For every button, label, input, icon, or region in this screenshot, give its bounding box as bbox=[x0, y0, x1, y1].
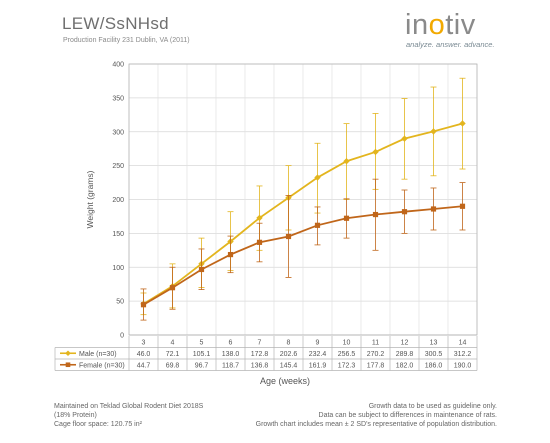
table-value: 312.2 bbox=[454, 351, 472, 358]
series-line-male bbox=[143, 122, 463, 305]
table-value: 172.8 bbox=[251, 351, 269, 358]
logo-wordmark-accent: o bbox=[428, 9, 446, 41]
table-value: 44.7 bbox=[137, 362, 151, 369]
data-point-male bbox=[401, 135, 408, 142]
data-point-male bbox=[459, 120, 466, 127]
distribution-note: Growth chart includes mean ± 2 SD's repr… bbox=[255, 421, 497, 428]
y-tick-label: 250 bbox=[112, 163, 124, 170]
y-tick-label: 300 bbox=[112, 129, 124, 136]
data-point-female bbox=[140, 302, 147, 308]
footer-left: Maintained on Teklad Global Rodent Diet … bbox=[54, 402, 203, 429]
table-value: 256.5 bbox=[338, 351, 356, 358]
table-value: 300.5 bbox=[425, 351, 443, 358]
legend-label: Female (n=30) bbox=[79, 362, 125, 369]
table-value: 145.4 bbox=[280, 362, 298, 369]
table-value: 270.2 bbox=[367, 351, 385, 358]
y-tick-label: 0 bbox=[120, 333, 124, 340]
table-value: 136.8 bbox=[251, 362, 269, 369]
data-point-female bbox=[198, 266, 205, 273]
maintenance-note: Data can be subject to differences in ma… bbox=[318, 412, 497, 419]
page-subtitle: Production Facility 231 Dublin, VA (2011… bbox=[63, 37, 190, 44]
legend-marker-diamond bbox=[65, 350, 71, 357]
inotiv-logo: inotiv analyze. answer. advance. bbox=[405, 10, 525, 52]
table-value: 72.1 bbox=[166, 351, 180, 358]
y-tick-label: 50 bbox=[116, 299, 124, 306]
x-tick-label: 5 bbox=[200, 340, 204, 347]
data-point-female bbox=[256, 239, 263, 245]
x-tick-label: 9 bbox=[316, 340, 320, 347]
data-point-male bbox=[372, 148, 379, 156]
x-tick-label: 6 bbox=[229, 340, 233, 347]
series-line-female bbox=[143, 205, 463, 306]
table-value: 138.0 bbox=[222, 351, 240, 358]
data-point-female bbox=[430, 206, 437, 212]
table-value: 289.8 bbox=[396, 351, 414, 358]
x-tick-label: 8 bbox=[287, 340, 291, 347]
table-value: 232.4 bbox=[309, 351, 327, 358]
data-point-female bbox=[227, 251, 234, 258]
guideline-note: Growth data to be used as guideline only… bbox=[368, 403, 497, 410]
x-axis-label: Age (weeks) bbox=[260, 376, 311, 386]
table-value: 96.7 bbox=[195, 362, 209, 369]
page-title: LEW/SsNHsd bbox=[62, 14, 169, 33]
y-axis-label: Weight (grams) bbox=[85, 170, 95, 228]
data-point-male bbox=[430, 128, 437, 135]
data-point-male bbox=[314, 174, 321, 181]
x-tick-label: 7 bbox=[258, 340, 262, 347]
table-value: 182.0 bbox=[396, 362, 414, 369]
x-tick-label: 10 bbox=[343, 340, 351, 347]
data-point-male bbox=[256, 214, 263, 222]
diet-note: Maintained on Teklad Global Rodent Diet … bbox=[54, 403, 204, 410]
x-tick-label: 14 bbox=[459, 340, 467, 347]
y-tick-label: 100 bbox=[112, 265, 124, 272]
y-tick-label: 400 bbox=[112, 62, 124, 69]
protein-note: (18% Protein) bbox=[54, 412, 97, 419]
y-tick-label: 350 bbox=[112, 95, 124, 102]
table-value: 190.0 bbox=[454, 362, 472, 369]
footer-right: Growth data to be used as guideline only… bbox=[256, 402, 497, 429]
x-tick-label: 4 bbox=[171, 340, 175, 347]
table-value: 172.3 bbox=[338, 362, 356, 369]
x-tick-label: 3 bbox=[142, 340, 146, 347]
y-tick-label: 150 bbox=[112, 231, 124, 238]
data-point-female bbox=[169, 285, 176, 291]
table-value: 202.6 bbox=[280, 351, 298, 358]
logo-tagline: analyze. answer. advance. bbox=[406, 40, 495, 49]
table-value: 46.0 bbox=[137, 351, 151, 358]
table-value: 161.9 bbox=[309, 362, 327, 369]
cage-floor-note: Cage floor space: 120.75 in² bbox=[54, 421, 142, 428]
logo-wordmark-prefix: in bbox=[405, 9, 429, 41]
table-value: 118.7 bbox=[222, 362, 239, 369]
x-tick-label: 13 bbox=[430, 340, 438, 347]
logo-wordmark-suffix: tiv bbox=[445, 9, 476, 41]
legend-marker-square bbox=[65, 362, 71, 368]
data-point-male bbox=[343, 158, 350, 165]
table-value: 177.8 bbox=[367, 362, 385, 369]
data-point-female bbox=[401, 209, 408, 215]
data-point-female bbox=[285, 233, 292, 240]
table-value: 105.1 bbox=[193, 351, 211, 358]
x-tick-label: 11 bbox=[372, 340, 379, 347]
table-value: 69.8 bbox=[166, 362, 180, 369]
data-point-female bbox=[343, 215, 350, 221]
table-value: 186.0 bbox=[425, 362, 443, 369]
y-tick-label: 200 bbox=[112, 197, 124, 204]
logo-wordmark: inotiv bbox=[405, 10, 476, 40]
data-point-female bbox=[372, 211, 379, 218]
data-point-female bbox=[459, 203, 466, 209]
legend-label: Male (n=30) bbox=[79, 351, 117, 358]
data-point-female bbox=[314, 222, 321, 228]
plot-frame bbox=[128, 63, 478, 336]
x-tick-label: 12 bbox=[401, 340, 409, 347]
